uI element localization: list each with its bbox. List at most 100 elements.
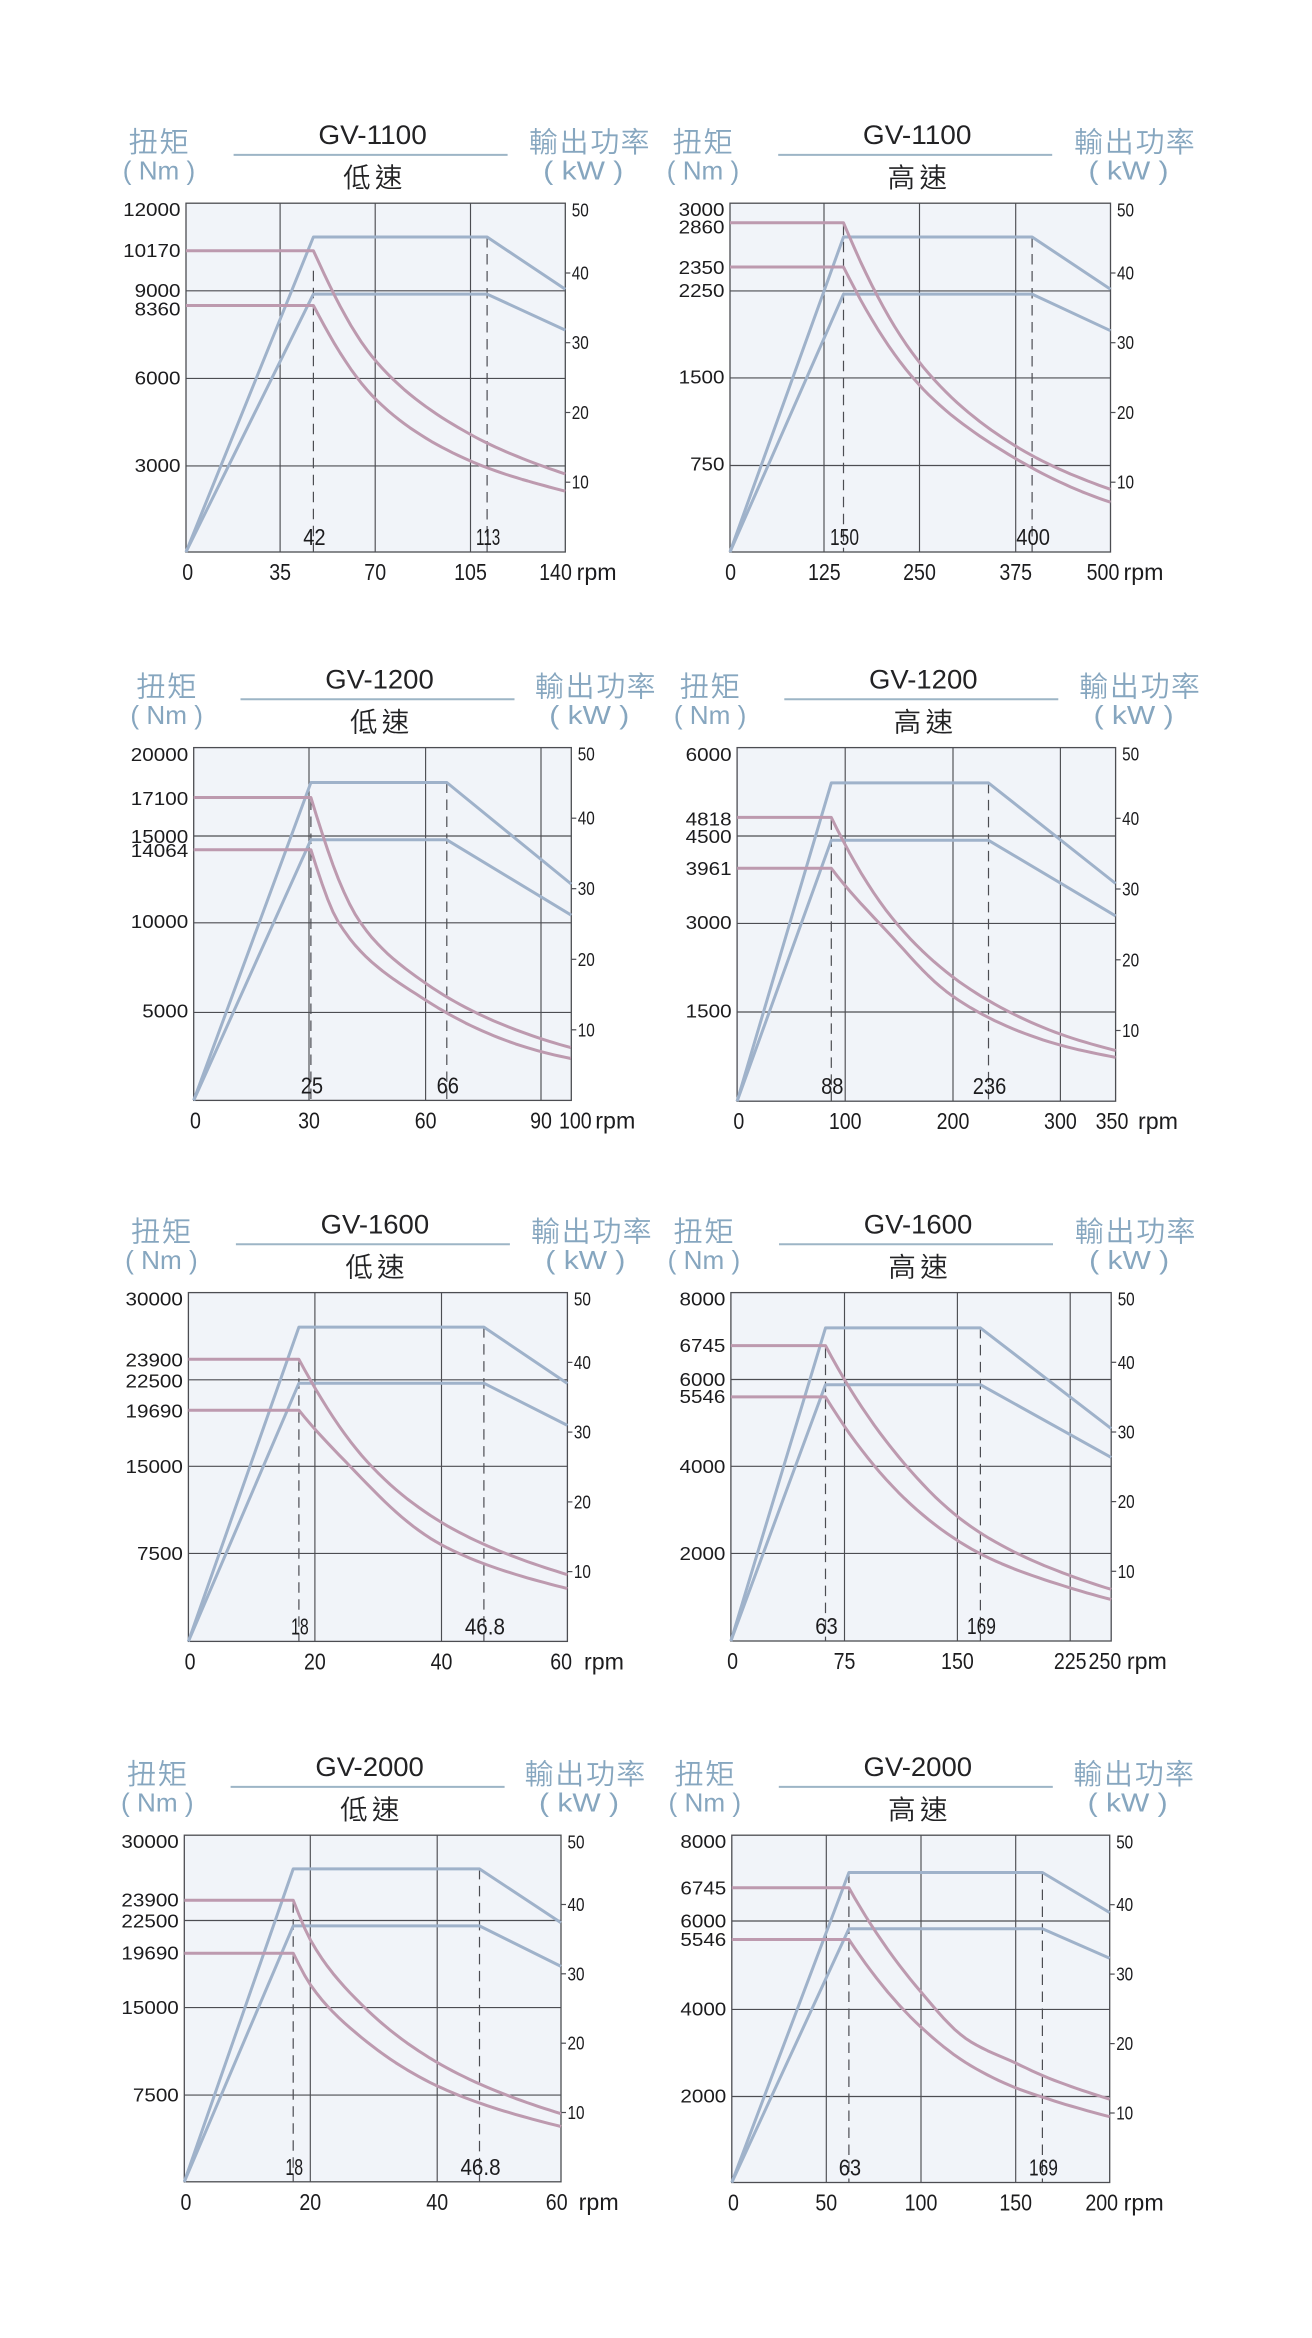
svg-text:1500: 1500	[686, 1001, 732, 1022]
svg-text:350: 350	[1096, 1108, 1129, 1134]
svg-text:0: 0	[725, 559, 736, 585]
svg-text:( Nm ): ( Nm )	[668, 1245, 741, 1275]
svg-text:50: 50	[1117, 199, 1134, 220]
svg-text:3000: 3000	[679, 199, 725, 220]
svg-text:30000: 30000	[121, 1831, 178, 1852]
svg-text:40: 40	[578, 808, 595, 829]
svg-text:23900: 23900	[126, 1350, 183, 1371]
svg-text:30: 30	[1122, 879, 1139, 900]
svg-text:60: 60	[415, 1107, 437, 1133]
svg-text:6745: 6745	[680, 1335, 726, 1356]
svg-text:35: 35	[269, 559, 291, 585]
svg-text:6000: 6000	[680, 1369, 726, 1390]
svg-text:2000: 2000	[680, 1543, 726, 1564]
svg-text:88: 88	[821, 1073, 843, 1099]
svg-text:150: 150	[830, 524, 859, 550]
svg-text:( kW ): ( kW )	[1089, 1245, 1169, 1275]
svg-text:18: 18	[285, 2154, 303, 2180]
svg-text:0: 0	[182, 559, 193, 585]
svg-text:0: 0	[733, 1108, 744, 1134]
svg-text:20: 20	[1122, 949, 1139, 970]
svg-text:10: 10	[574, 1561, 591, 1582]
svg-text:rpm: rpm	[579, 2189, 619, 2215]
svg-text:10: 10	[1122, 1020, 1139, 1041]
svg-text:250: 250	[903, 559, 936, 585]
svg-text:50: 50	[815, 2190, 837, 2216]
svg-text:66: 66	[437, 1072, 459, 1098]
svg-text:( Nm ): ( Nm )	[125, 1245, 198, 1275]
svg-text:20: 20	[574, 1491, 591, 1512]
svg-text:40: 40	[431, 1648, 453, 1674]
svg-text:20: 20	[578, 949, 595, 970]
svg-text:30: 30	[578, 878, 595, 899]
svg-text:60: 60	[546, 2189, 568, 2215]
svg-text:( kW ): ( kW )	[543, 156, 623, 186]
svg-text:2350: 2350	[679, 257, 725, 278]
svg-text:169: 169	[1029, 2155, 1058, 2181]
svg-text:GV-1100: GV-1100	[318, 120, 427, 150]
svg-text:90: 90	[530, 1107, 552, 1133]
svg-text:250: 250	[1089, 1648, 1122, 1674]
svg-text:19690: 19690	[121, 1943, 178, 1964]
svg-text:40: 40	[1116, 1894, 1133, 1915]
svg-text:42: 42	[303, 524, 325, 550]
svg-text:rpm: rpm	[1124, 559, 1164, 585]
svg-text:4500: 4500	[686, 826, 732, 847]
svg-text:20: 20	[1116, 2033, 1133, 2054]
svg-text:10: 10	[1118, 1561, 1135, 1582]
svg-text:15000: 15000	[121, 1997, 178, 2018]
svg-text:19690: 19690	[126, 1401, 183, 1422]
svg-text:30: 30	[298, 1107, 320, 1133]
svg-text:50: 50	[574, 1289, 591, 1310]
svg-text:rpm: rpm	[1124, 2190, 1164, 2216]
svg-text:0: 0	[190, 1107, 201, 1133]
svg-text:40: 40	[1118, 1352, 1135, 1373]
svg-text:140: 140	[539, 559, 572, 585]
svg-text:( Nm ): ( Nm )	[121, 1788, 194, 1818]
svg-text:100: 100	[905, 2190, 938, 2216]
svg-text:375: 375	[999, 559, 1032, 585]
svg-text:169: 169	[967, 1613, 996, 1639]
svg-text:30: 30	[568, 1963, 585, 1984]
svg-text:4818: 4818	[686, 808, 732, 829]
svg-text:5546: 5546	[680, 1929, 726, 1950]
svg-text:20: 20	[1118, 1491, 1135, 1512]
svg-text:14064: 14064	[131, 840, 188, 861]
svg-text:63: 63	[839, 2155, 861, 2181]
svg-text:15000: 15000	[126, 1456, 183, 1477]
svg-text:75: 75	[834, 1648, 856, 1674]
svg-text:20: 20	[572, 402, 589, 423]
svg-text:20: 20	[304, 1648, 326, 1674]
svg-text:25: 25	[301, 1072, 323, 1098]
svg-text:GV-1100: GV-1100	[863, 120, 972, 150]
svg-text:22500: 22500	[126, 1370, 183, 1391]
svg-text:30: 30	[1117, 332, 1134, 353]
svg-text:6000: 6000	[680, 1910, 726, 1931]
svg-text:8000: 8000	[680, 1289, 726, 1310]
svg-text:10: 10	[578, 1019, 595, 1040]
svg-text:4000: 4000	[680, 1999, 726, 2020]
svg-text:( Nm ): ( Nm )	[130, 700, 203, 730]
svg-text:150: 150	[999, 2190, 1032, 2216]
svg-text:2860: 2860	[679, 217, 725, 238]
svg-text:2000: 2000	[680, 2086, 726, 2107]
svg-text:12000: 12000	[123, 199, 180, 220]
svg-text:20: 20	[568, 2033, 585, 2054]
svg-text:rpm: rpm	[1138, 1108, 1178, 1134]
svg-text:GV-1200: GV-1200	[869, 665, 978, 695]
svg-text:10: 10	[1117, 472, 1134, 493]
svg-text:( Nm ): ( Nm )	[667, 156, 740, 186]
svg-text:GV-2000: GV-2000	[315, 1752, 424, 1782]
svg-text:6745: 6745	[680, 1877, 726, 1898]
svg-text:100: 100	[829, 1108, 862, 1134]
svg-text:6000: 6000	[135, 367, 181, 388]
svg-text:40: 40	[1122, 808, 1139, 829]
svg-text:46.8: 46.8	[465, 1613, 505, 1639]
svg-text:200: 200	[1085, 2190, 1118, 2216]
svg-text:50: 50	[1116, 1831, 1133, 1852]
svg-text:( kW ): ( kW )	[539, 1788, 619, 1818]
svg-text:10000: 10000	[131, 911, 188, 932]
svg-text:( kW ): ( kW )	[1089, 156, 1169, 186]
svg-text:GV-1600: GV-1600	[321, 1210, 430, 1240]
svg-text:30: 30	[1116, 1964, 1133, 1985]
